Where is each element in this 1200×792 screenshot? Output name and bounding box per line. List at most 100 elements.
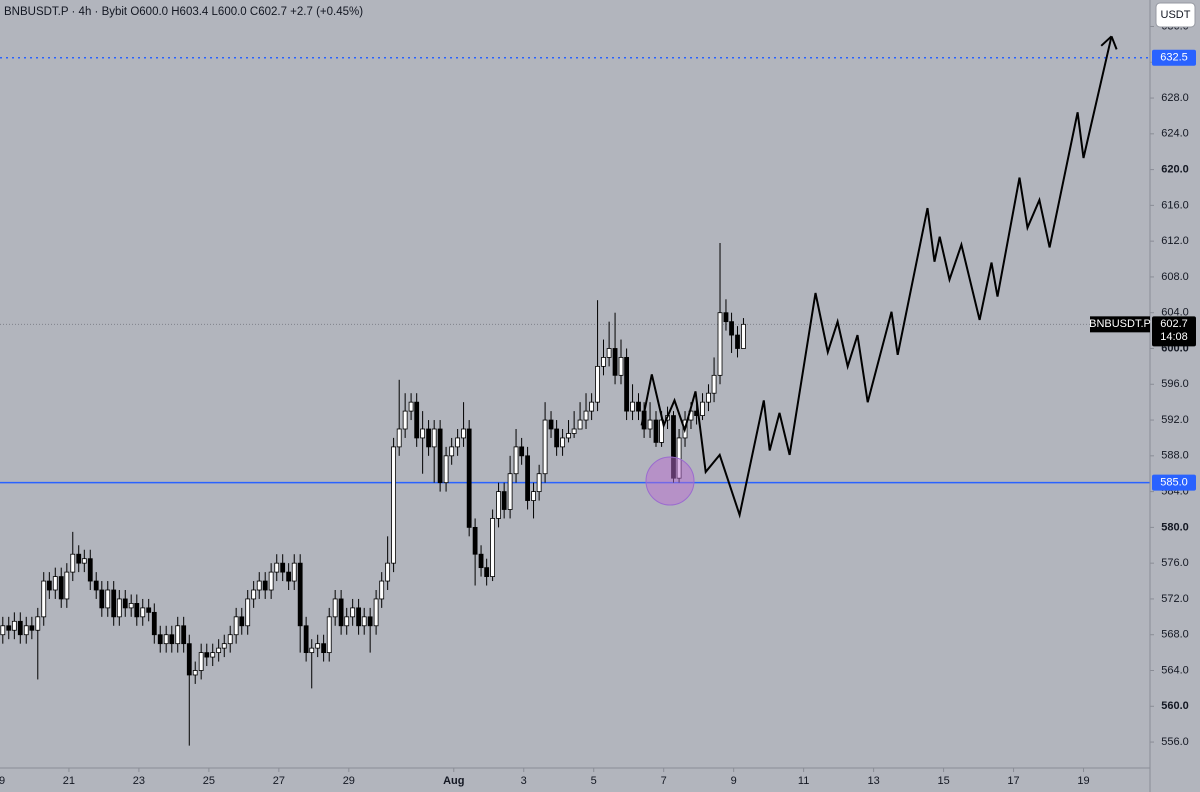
- candle-body: [350, 607, 356, 618]
- candle-body: [367, 616, 373, 627]
- y-tick-label: 616.0: [1161, 199, 1189, 211]
- candle-body: [437, 428, 443, 484]
- highlight-circle: [645, 456, 695, 506]
- candle-body: [577, 419, 583, 430]
- y-tick-label: 572.0: [1161, 593, 1189, 605]
- candle-body: [496, 491, 501, 519]
- y-tick-label: 588.0: [1161, 450, 1189, 462]
- x-tick-label: 15: [937, 775, 949, 787]
- x-tick-label: 27: [273, 775, 285, 787]
- candle-body: [326, 616, 332, 654]
- y-tick-label: 592.0: [1161, 414, 1189, 426]
- candle-body: [210, 652, 216, 658]
- candle-body: [735, 334, 740, 349]
- candle-body: [239, 616, 245, 627]
- candle-body: [198, 652, 204, 671]
- currency-button-box[interactable]: [1155, 2, 1196, 28]
- candle-body: [606, 348, 612, 358]
- candle-body: [466, 428, 472, 528]
- y-tick-label: 568.0: [1161, 629, 1189, 641]
- x-tick-label: 29: [343, 775, 355, 787]
- candle-body: [11, 620, 17, 631]
- candle-body: [414, 401, 420, 439]
- candle-body: [525, 455, 530, 501]
- axes: 556.0560.0564.0568.0572.0576.0580.0584.0…: [0, 20, 1196, 787]
- candle-body: [379, 580, 385, 600]
- x-tick-label: 23: [133, 775, 145, 787]
- candle-body: [566, 433, 571, 439]
- x-tick-label: 3: [521, 775, 527, 787]
- price-line-label: 632.5: [1160, 52, 1188, 64]
- candle-body: [723, 312, 729, 323]
- candle-body: [105, 589, 111, 609]
- currency-button[interactable]: USDT: [1155, 2, 1196, 28]
- candle-body: [344, 616, 350, 627]
- candle-body: [542, 419, 548, 475]
- candle-body: [181, 625, 187, 645]
- candle-body: [449, 446, 455, 457]
- candle-body: [29, 625, 35, 631]
- price-line-badge: [1152, 49, 1196, 66]
- candle-body: [274, 562, 280, 573]
- candle-body: [204, 652, 210, 658]
- chart-title: BNBUSDT.P · 4h · Bybit O600.0 H603.4 L60…: [4, 6, 363, 18]
- candle-body: [52, 576, 58, 591]
- x-tick-label: 9: [731, 775, 737, 787]
- candle-body: [443, 455, 449, 484]
- plot-area: [0, 35, 1150, 746]
- candle-body: [472, 526, 478, 555]
- candle-body: [455, 437, 461, 448]
- candle-body: [17, 620, 23, 636]
- candle-body: [216, 647, 222, 654]
- candle-body: [175, 625, 181, 645]
- candle-body: [531, 491, 536, 501]
- candle-body: [315, 643, 321, 649]
- candle-body: [146, 607, 152, 613]
- projection-arrowhead: [1110, 35, 1118, 50]
- candle-body: [297, 562, 303, 627]
- candle-body: [309, 647, 315, 654]
- candle-body: [618, 357, 624, 376]
- candle-body: [391, 446, 396, 564]
- candle-body: [151, 611, 157, 636]
- candle-body: [426, 428, 431, 448]
- candle-body: [303, 625, 309, 654]
- candle-body: [706, 392, 711, 403]
- candle-body: [0, 625, 6, 636]
- candle-body: [111, 589, 117, 618]
- candle-body: [35, 616, 41, 631]
- x-tick-label: 25: [203, 775, 215, 787]
- candle-body: [653, 419, 659, 443]
- candle-body: [122, 598, 128, 609]
- y-tick-label: 596.0: [1161, 378, 1189, 390]
- candle-body: [64, 571, 70, 600]
- candle-body: [134, 603, 140, 618]
- candle-body: [338, 598, 344, 627]
- candle-body: [332, 598, 338, 618]
- y-tick-label: 624.0: [1161, 128, 1189, 140]
- candle-body: [647, 419, 653, 430]
- candle-body: [624, 357, 630, 412]
- projection-line: [640, 36, 1113, 519]
- candle-body: [6, 625, 12, 631]
- candle-body: [490, 518, 496, 577]
- candle-body: [700, 401, 705, 416]
- candle-body: [385, 562, 391, 582]
- candle-body: [46, 580, 52, 591]
- x-tick-label: 11: [798, 775, 809, 787]
- y-tick-label: 608.0: [1161, 271, 1189, 283]
- last-price-label: 602.7: [1160, 318, 1188, 330]
- candle-body: [741, 323, 746, 349]
- candle-body: [221, 643, 227, 649]
- candle-body: [245, 598, 251, 627]
- currency-button-label[interactable]: USDT: [1161, 9, 1191, 21]
- y-tick-label: 580.0: [1161, 521, 1189, 533]
- price-line-badge: [1152, 474, 1196, 491]
- candle-body: [402, 410, 408, 430]
- candle-body: [128, 603, 134, 609]
- candle-body: [262, 580, 268, 591]
- y-tick-label: 564.0: [1161, 664, 1189, 676]
